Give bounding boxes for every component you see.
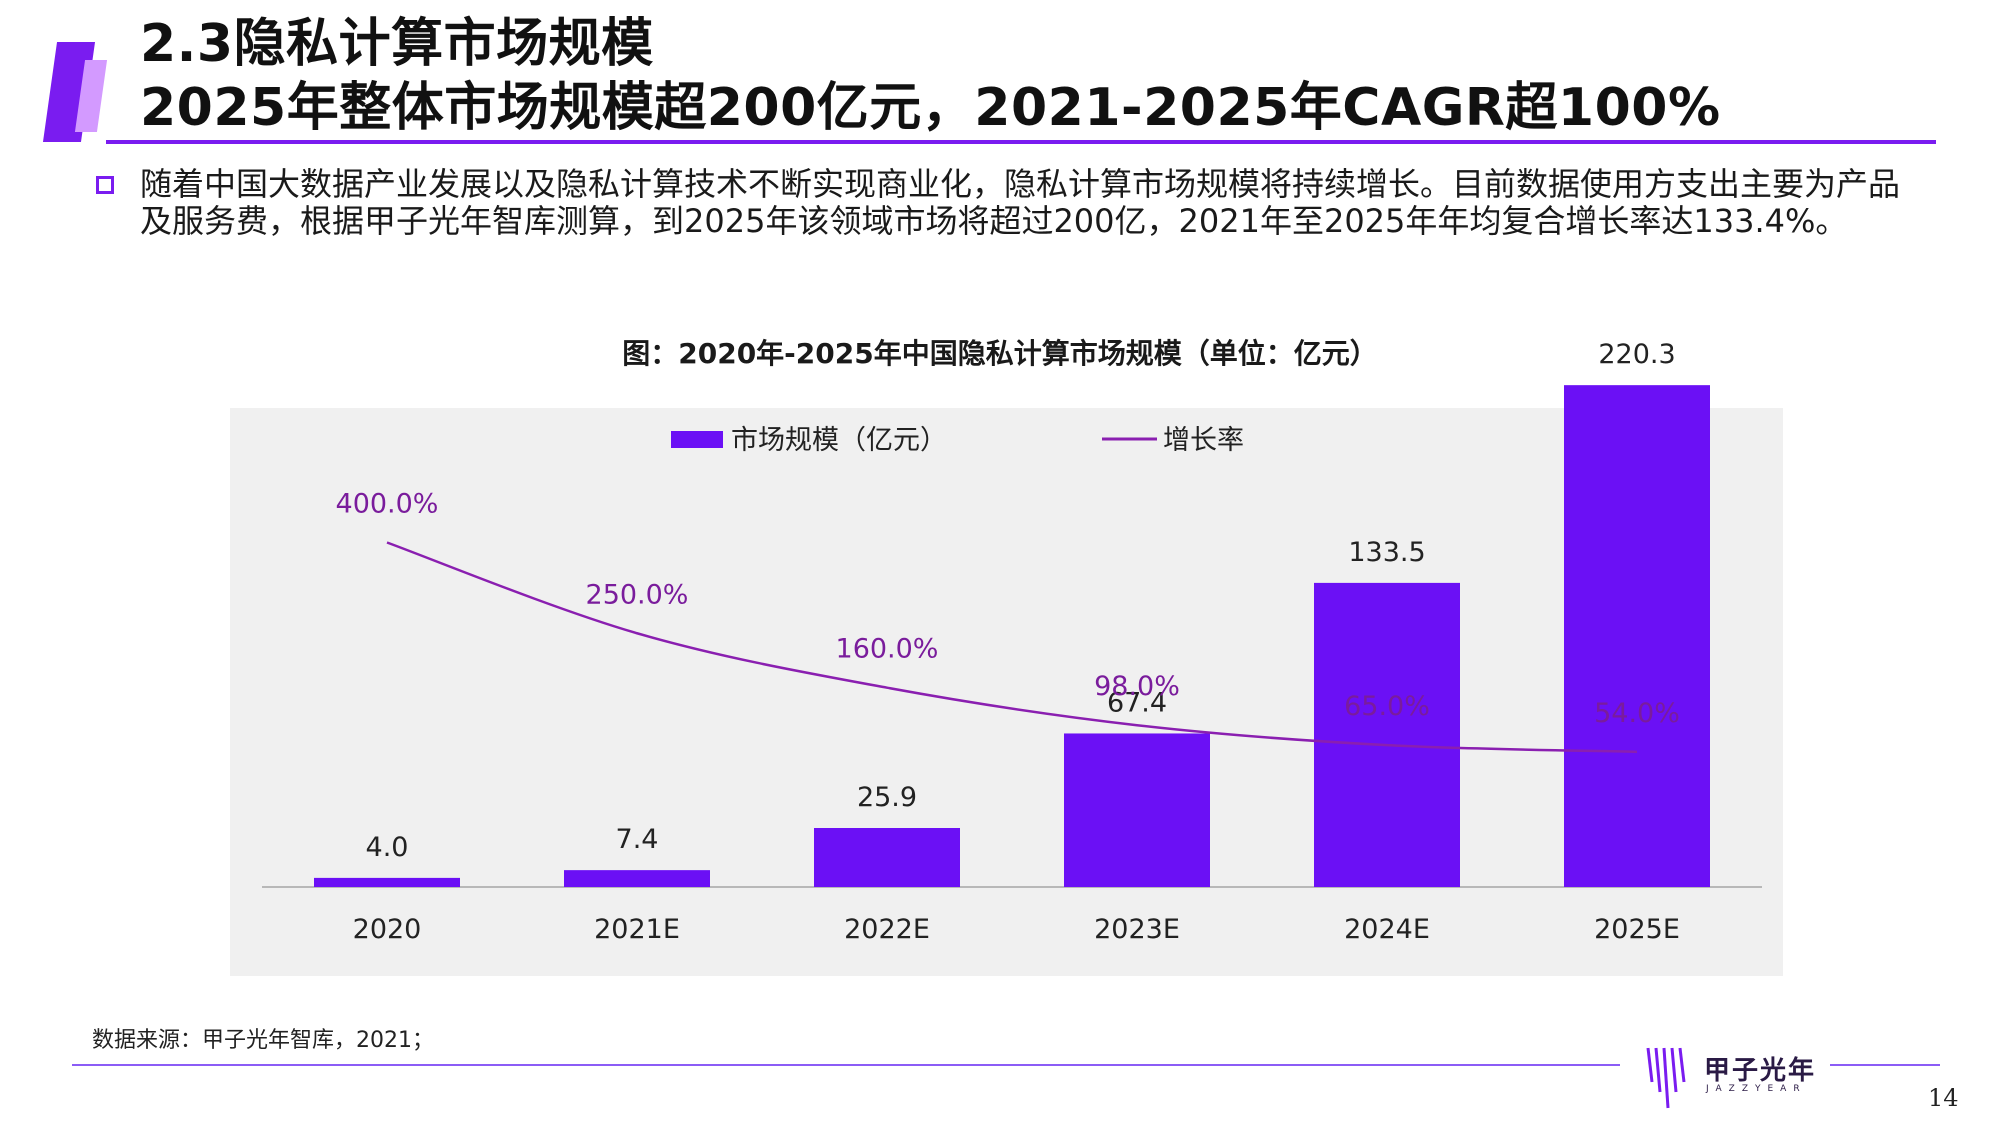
logo-text: 甲子光年 bbox=[1704, 1056, 1817, 1086]
bar-value-label: 4.0 bbox=[366, 832, 409, 863]
growth-rate-label: 400.0% bbox=[336, 489, 439, 520]
growth-rate-label: 65.0% bbox=[1344, 691, 1430, 722]
title-line-2: 2025年整体市场规模超200亿元，2021-2025年CAGR超100% bbox=[140, 78, 1721, 138]
legend-bar-swatch bbox=[671, 431, 723, 448]
growth-rate-label: 250.0% bbox=[586, 579, 689, 610]
bar-2020 bbox=[314, 877, 460, 887]
bullet-square-icon bbox=[96, 176, 114, 194]
title-line-1: 2.3隐私计算市场规模 bbox=[140, 14, 654, 74]
legend-line-label: 增长率 bbox=[1163, 425, 1244, 456]
chart-title: 图：2020年-2025年中国隐私计算市场规模（单位：亿元） bbox=[622, 337, 1378, 370]
bar-2021E bbox=[564, 870, 710, 887]
legend-bar-label: 市场规模（亿元） bbox=[731, 425, 947, 456]
x-tick-label: 2023E bbox=[1094, 914, 1180, 945]
x-tick-label: 2025E bbox=[1594, 914, 1680, 945]
footer-divider-right bbox=[1830, 1064, 1940, 1066]
page-title: 2.3隐私计算市场规模 2025年整体市场规模超200亿元，2021-2025年… bbox=[140, 12, 1721, 140]
footer-divider-left bbox=[72, 1064, 1620, 1066]
x-tick-label: 2020 bbox=[353, 914, 422, 945]
logo-mark-icon bbox=[1646, 1047, 1686, 1109]
title-divider bbox=[106, 140, 1936, 144]
growth-rate-label: 160.0% bbox=[836, 634, 939, 665]
bar-2025E bbox=[1564, 385, 1710, 887]
growth-rate-label: 98.0% bbox=[1094, 671, 1180, 702]
bar-2023E bbox=[1064, 733, 1210, 887]
growth-rate-line bbox=[386, 541, 1638, 754]
bar-value-label: 133.5 bbox=[1348, 537, 1425, 568]
x-tick-label: 2024E bbox=[1344, 914, 1430, 945]
page-number: 14 bbox=[1928, 1084, 1959, 1112]
x-tick-label: 2021E bbox=[594, 914, 680, 945]
brand-logo: 甲子光年 JAZZYEAR bbox=[1642, 1042, 1822, 1112]
bullet-paragraph: 随着中国大数据产业发展以及隐私计算技术不断实现商业化，隐私计算市场规模将持续增长… bbox=[140, 165, 1901, 240]
bar-value-label: 220.3 bbox=[1598, 339, 1675, 370]
bar-2024E bbox=[1314, 582, 1460, 887]
logo-subtext: JAZZYEAR bbox=[1706, 1084, 1807, 1094]
bar-2022E bbox=[814, 827, 960, 887]
x-tick-label: 2022E bbox=[844, 914, 930, 945]
chart-plot-area bbox=[230, 408, 1783, 976]
bar-value-label: 25.9 bbox=[857, 782, 917, 813]
bar-value-label: 67.4 bbox=[1107, 687, 1167, 718]
growth-rate-label: 54.0% bbox=[1594, 698, 1680, 729]
data-source: 数据来源：甲子光年智库，2021； bbox=[92, 1028, 434, 1053]
bar-value-label: 7.4 bbox=[616, 824, 659, 855]
